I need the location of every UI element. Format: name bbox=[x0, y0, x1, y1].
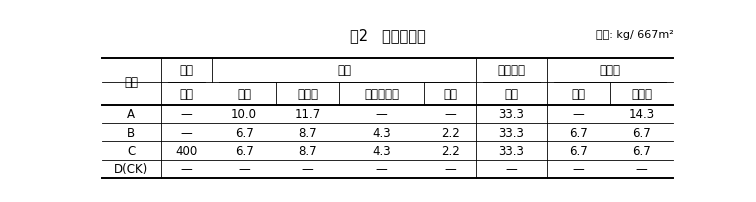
Text: 单位: kg/ 667m²: 单位: kg/ 667m² bbox=[596, 30, 674, 40]
Text: —: — bbox=[445, 163, 456, 176]
Text: —: — bbox=[376, 108, 388, 121]
Text: 33.3: 33.3 bbox=[498, 144, 524, 157]
Text: —: — bbox=[181, 163, 192, 176]
Text: —: — bbox=[506, 163, 517, 176]
Text: 33.3: 33.3 bbox=[498, 126, 524, 139]
Text: 8.7: 8.7 bbox=[298, 144, 317, 157]
Text: 6.7: 6.7 bbox=[235, 126, 253, 139]
Text: 4.3: 4.3 bbox=[373, 144, 391, 157]
Text: —: — bbox=[572, 108, 584, 121]
Text: —: — bbox=[445, 108, 456, 121]
Text: 4.3: 4.3 bbox=[373, 126, 391, 139]
Text: 稻草: 稻草 bbox=[179, 64, 194, 77]
Text: 33.3: 33.3 bbox=[498, 108, 524, 121]
Text: 氯化钾: 氯化钾 bbox=[600, 64, 621, 77]
Text: A: A bbox=[127, 108, 135, 121]
Text: —: — bbox=[181, 126, 192, 139]
Text: 过磷酸钙: 过磷酸钙 bbox=[497, 64, 525, 77]
Text: 6.7: 6.7 bbox=[569, 126, 587, 139]
Text: —: — bbox=[376, 163, 388, 176]
Text: 6.7: 6.7 bbox=[632, 126, 651, 139]
Text: 10.0: 10.0 bbox=[231, 108, 257, 121]
Text: 基肥: 基肥 bbox=[237, 87, 251, 100]
Text: 尿素: 尿素 bbox=[337, 64, 352, 77]
Text: 14.3: 14.3 bbox=[629, 108, 655, 121]
Text: 分蘖肥: 分蘖肥 bbox=[631, 87, 652, 100]
Text: 基肥: 基肥 bbox=[179, 87, 194, 100]
Text: 粒肥: 粒肥 bbox=[443, 87, 457, 100]
Text: —: — bbox=[572, 163, 584, 176]
Text: 分蘖肥: 分蘖肥 bbox=[297, 87, 318, 100]
Text: —: — bbox=[238, 163, 250, 176]
Text: 基肥: 基肥 bbox=[572, 87, 585, 100]
Text: 基肥: 基肥 bbox=[504, 87, 519, 100]
Text: —: — bbox=[181, 108, 192, 121]
Text: 处理: 处理 bbox=[124, 75, 138, 88]
Text: D(CK): D(CK) bbox=[114, 163, 148, 176]
Text: 400: 400 bbox=[175, 144, 197, 157]
Text: 11.7: 11.7 bbox=[294, 108, 321, 121]
Text: —: — bbox=[636, 163, 648, 176]
Text: 6.7: 6.7 bbox=[235, 144, 253, 157]
Text: 幼穗分化肥: 幼穗分化肥 bbox=[364, 87, 399, 100]
Text: 6.7: 6.7 bbox=[569, 144, 587, 157]
Text: —: — bbox=[302, 163, 314, 176]
Text: C: C bbox=[127, 144, 135, 157]
Text: 表2   施肥情况表: 表2 施肥情况表 bbox=[349, 28, 426, 43]
Text: 8.7: 8.7 bbox=[298, 126, 317, 139]
Text: B: B bbox=[127, 126, 135, 139]
Text: 6.7: 6.7 bbox=[632, 144, 651, 157]
Text: 2.2: 2.2 bbox=[441, 144, 460, 157]
Text: 2.2: 2.2 bbox=[441, 126, 460, 139]
